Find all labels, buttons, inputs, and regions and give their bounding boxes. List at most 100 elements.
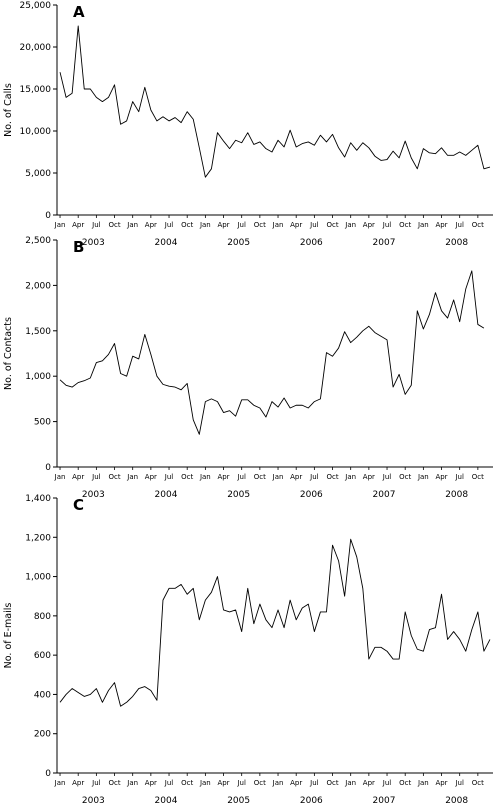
y-tick-label: 1,200 [25, 533, 51, 543]
panel-calls: 0 5,000 10,000 15,000 20,000 25,000 Jan Apr Jul O… [3, 1, 493, 248]
x-tick-label: Apr [290, 473, 302, 481]
x-tick-label: Jan [199, 473, 211, 481]
x-tick-label: Jan [344, 221, 356, 229]
x-tick-label: Jul [91, 221, 101, 229]
y-tick-label: 2,500 [25, 236, 51, 246]
x-tick-label: Oct [181, 221, 193, 229]
year-label: 2007 [373, 490, 396, 500]
x-tick-label: Jul [454, 473, 464, 481]
year-label: 2007 [373, 796, 396, 804]
x-tick-label: Jan [126, 221, 138, 229]
x-tick-label: Apr [72, 779, 84, 787]
year-label: 2004 [155, 238, 178, 248]
x-tick-label: Jan [417, 473, 429, 481]
y-axis-title: No. of Calls [3, 83, 14, 137]
x-tick-label: Oct [108, 221, 120, 229]
y-tick-label: 1,000 [25, 372, 51, 382]
x-tick-label: Oct [399, 221, 411, 229]
year-label: 2005 [227, 796, 250, 804]
x-tick-label: Jan [272, 779, 284, 787]
x-tick-label: Jan [272, 473, 284, 481]
x-tick-label: Apr [363, 779, 375, 787]
x-tick-label: Apr [435, 779, 447, 787]
x-tick-label: Jul [382, 473, 392, 481]
x-tick-label: Jan [199, 221, 211, 229]
x-tick-label: Jan [344, 473, 356, 481]
year-label: 2006 [300, 796, 323, 804]
x-tick-label: Oct [181, 779, 193, 787]
x-tick-label: Jan [54, 221, 66, 229]
x-tick-label: Oct [326, 221, 338, 229]
x-tick-label: Jan [126, 473, 138, 481]
y-tick-label: 200 [34, 730, 51, 740]
year-label: 2005 [227, 238, 250, 248]
x-tick-label: Apr [145, 473, 157, 481]
x-tick-label: Oct [254, 779, 266, 787]
year-label: 2003 [82, 238, 105, 248]
x-tick-label: Jul [164, 779, 174, 787]
series-line [59, 270, 485, 435]
x-tick-label: Oct [181, 473, 193, 481]
x-tick-label: Apr [435, 221, 447, 229]
y-tick-label: 1,000 [25, 573, 51, 583]
y-tick-label: 400 [34, 690, 51, 700]
x-tick-label: Oct [399, 473, 411, 481]
x-tick-label: Jan [54, 779, 66, 787]
panel-letter: A [73, 3, 85, 21]
y-tick-label: 5,000 [25, 169, 51, 179]
y-axis-title: No. of E-mails [3, 603, 14, 669]
y-tick-label: 1,400 [25, 494, 51, 504]
panel-letter: C [73, 496, 84, 514]
x-tick-label: Jul [454, 779, 464, 787]
x-tick-label: Apr [72, 221, 84, 229]
x-tick-label: Jan [126, 779, 138, 787]
x-tick-label: Jan [54, 473, 66, 481]
y-tick-label: 0 [45, 211, 51, 221]
x-tick-label: Apr [217, 779, 229, 787]
x-tick-label: Jul [382, 779, 392, 787]
year-label: 2004 [155, 796, 178, 804]
y-tick-label: 2,000 [25, 281, 51, 291]
x-tick-label: Jul [236, 779, 246, 787]
x-tick-label: Oct [472, 473, 484, 481]
x-tick-label: Apr [363, 473, 375, 481]
y-tick-label: 20,000 [20, 43, 52, 53]
x-tick-label: Jul [454, 221, 464, 229]
year-label: 2008 [445, 796, 468, 804]
y-tick-label: 600 [34, 651, 51, 661]
x-tick-label: Apr [363, 221, 375, 229]
y-tick-label: 800 [34, 612, 51, 622]
year-label: 2007 [373, 238, 396, 248]
year-label: 2008 [445, 490, 468, 500]
x-tick-label: Apr [145, 221, 157, 229]
series-line [59, 25, 491, 178]
x-tick-label: Jan [417, 221, 429, 229]
panel-contacts: 0 500 1,000 1,500 2,000 2,500 Jan Apr Jul Oct Jan A… [3, 236, 493, 500]
x-tick-label: Jul [309, 221, 319, 229]
panel-emails: 0 200 400 600 800 1,000 1,200 1,400 Jan Apr Jul Oct… [3, 494, 493, 804]
series-line [59, 538, 491, 707]
panel-letter: B [73, 238, 84, 256]
y-tick-label: 0 [45, 463, 51, 473]
x-tick-label: Jul [382, 221, 392, 229]
year-label: 2008 [445, 238, 468, 248]
y-tick-label: 0 [45, 769, 51, 779]
y-axis-title: No. of Contacts [3, 317, 14, 390]
x-tick-label: Jul [91, 779, 101, 787]
x-tick-label: Oct [254, 473, 266, 481]
x-tick-label: Jul [309, 473, 319, 481]
x-tick-label: Oct [108, 473, 120, 481]
x-tick-label: Oct [472, 221, 484, 229]
x-tick-label: Oct [254, 221, 266, 229]
x-tick-label: Apr [290, 221, 302, 229]
x-tick-label: Jan [344, 779, 356, 787]
x-tick-label: Apr [217, 221, 229, 229]
x-tick-label: Jul [164, 221, 174, 229]
y-tick-label: 1,500 [25, 327, 51, 337]
x-tick-label: Jul [236, 473, 246, 481]
x-tick-label: Jan [199, 779, 211, 787]
x-tick-label: Apr [72, 473, 84, 481]
year-label: 2003 [82, 490, 105, 500]
y-tick-label: 25,000 [20, 1, 52, 11]
x-tick-label: Jul [236, 221, 246, 229]
